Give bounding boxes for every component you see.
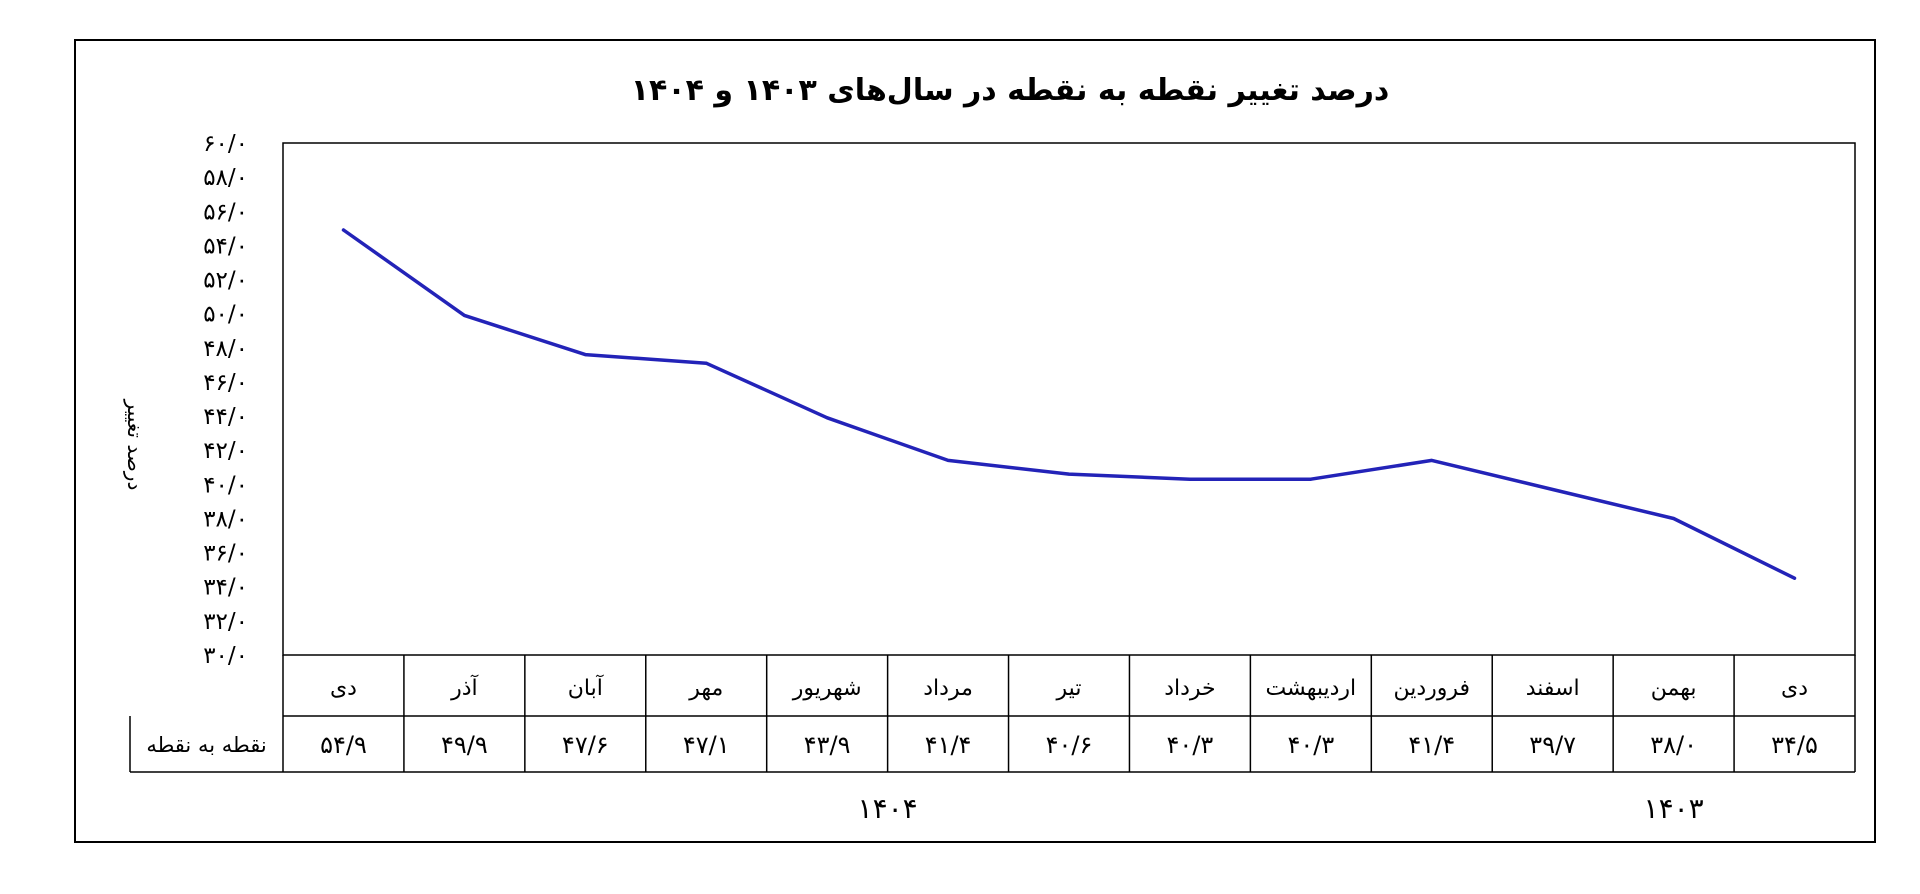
data-point <box>341 228 345 232</box>
data-point <box>1430 458 1434 462</box>
table-row-label: نقطه به نقطه <box>146 733 266 757</box>
y-tick-label: ۳۲/۰ <box>203 609 248 635</box>
data-value-label: ۳۸/۰ <box>1650 731 1697 759</box>
data-point <box>704 361 708 365</box>
data-value-label: ۴۷/۶ <box>562 731 609 759</box>
y-tick-label: ۵۶/۰ <box>203 199 248 225</box>
x-category-label: خرداد <box>1164 676 1215 701</box>
data-table: دی بهمن اسفند فروردین اردیبهشت خرداد تیر مرداد ش… <box>129 655 1856 773</box>
data-point <box>1309 477 1313 481</box>
data-point <box>462 313 466 317</box>
x-category-label: مرداد <box>923 676 973 701</box>
y-tick-label: ۴۶/۰ <box>203 370 248 396</box>
x-category-label: شهریور <box>792 676 862 701</box>
data-point <box>1793 576 1797 580</box>
data-point <box>583 353 587 357</box>
data-point <box>1067 472 1071 476</box>
data-point <box>946 458 950 462</box>
chart-outer-frame <box>74 39 1876 843</box>
data-value-label: ۴۷/۱ <box>683 731 730 759</box>
data-value-label: ۵۴/۹ <box>320 731 367 759</box>
x-category-label: بهمن <box>1651 676 1697 701</box>
y-axis-ticks: ۳۰/۰ ۳۲/۰ ۳۴/۰ ۳۶/۰ ۳۸/۰ ۴۰/۰ ۴۲/۰ ۴۴/۰ ۴۶/۰ ۴۸/۰… <box>203 131 248 669</box>
x-category-label: اردیبهشت <box>1266 676 1357 701</box>
y-tick-label: ۵۲/۰ <box>203 268 248 294</box>
data-value-label: ۴۰/۳ <box>1287 731 1334 759</box>
chart-title: درصد تغییر نقطه به نقطه در سال‌های ۱۴۰۳ … <box>631 73 1390 108</box>
y-tick-label: ۳۴/۰ <box>203 575 248 601</box>
y-tick-label: ۴۰/۰ <box>203 472 248 498</box>
data-value-label: ۴۳/۹ <box>804 731 851 759</box>
y-tick-label: ۳۰/۰ <box>203 643 248 669</box>
data-value-label: ۴۱/۴ <box>1408 731 1455 759</box>
y-axis-title: درصد تغییر <box>123 399 147 491</box>
series-line-group <box>341 228 1797 580</box>
x-category-label: اسفند <box>1526 676 1580 701</box>
x-category-label: تیر <box>1056 676 1082 701</box>
y-tick-label: ۳۶/۰ <box>203 541 248 567</box>
year-label: ۱۴۰۳ <box>1644 792 1704 825</box>
y-tick-label: ۴۸/۰ <box>203 336 248 362</box>
y-tick-label: ۵۰/۰ <box>203 302 248 328</box>
x-category-label: فروردین <box>1393 676 1470 701</box>
x-category-label: آبان <box>568 674 604 701</box>
data-value-label: ۴۹/۹ <box>441 731 488 759</box>
data-point <box>1672 516 1676 520</box>
y-tick-label: ۳۸/۰ <box>203 506 248 532</box>
y-tick-label: ۵۸/۰ <box>203 165 248 191</box>
x-category-label: دی <box>330 676 357 701</box>
data-point <box>825 416 829 420</box>
series-line <box>341 228 1797 580</box>
data-value-label: ۴۰/۳ <box>1167 731 1214 759</box>
y-tick-label: ۶۰/۰ <box>203 131 248 157</box>
year-label: ۱۴۰۴ <box>858 792 918 825</box>
data-value-label: ۴۱/۴ <box>925 731 972 759</box>
data-point <box>1188 477 1192 481</box>
y-tick-label: ۵۴/۰ <box>203 233 248 259</box>
x-category-label: دی <box>1781 676 1808 701</box>
plot-area <box>282 142 1856 656</box>
year-labels: ۱۴۰۳ ۱۴۰۴ <box>858 792 1704 825</box>
x-category-label: مهر <box>688 676 723 701</box>
data-value-label: ۳۴/۵ <box>1771 731 1818 759</box>
data-value-label: ۴۰/۶ <box>1046 731 1093 759</box>
data-point <box>1551 487 1555 491</box>
y-tick-label: ۴۲/۰ <box>203 438 248 464</box>
data-value-label: ۳۹/۷ <box>1529 731 1576 759</box>
y-tick-label: ۴۴/۰ <box>203 404 248 430</box>
x-category-label: آذر <box>450 674 478 701</box>
